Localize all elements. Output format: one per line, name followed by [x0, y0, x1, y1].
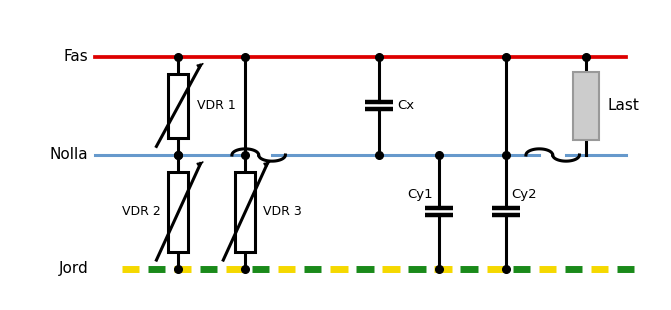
Text: Nolla: Nolla	[50, 148, 89, 162]
Text: Last: Last	[607, 98, 639, 113]
Bar	[574, 72, 599, 140]
Text: Cx: Cx	[398, 99, 415, 112]
Text: VDR 1: VDR 1	[197, 99, 236, 112]
Text: Fas: Fas	[64, 49, 89, 64]
Text: VDR 2: VDR 2	[121, 205, 160, 218]
Bar	[236, 172, 255, 252]
Text: VDR 3: VDR 3	[263, 205, 302, 218]
Text: Cy2: Cy2	[511, 188, 537, 202]
Bar	[168, 172, 189, 252]
Text: Jord: Jord	[58, 261, 89, 276]
Text: Cy1: Cy1	[407, 188, 432, 202]
Bar	[168, 73, 189, 138]
